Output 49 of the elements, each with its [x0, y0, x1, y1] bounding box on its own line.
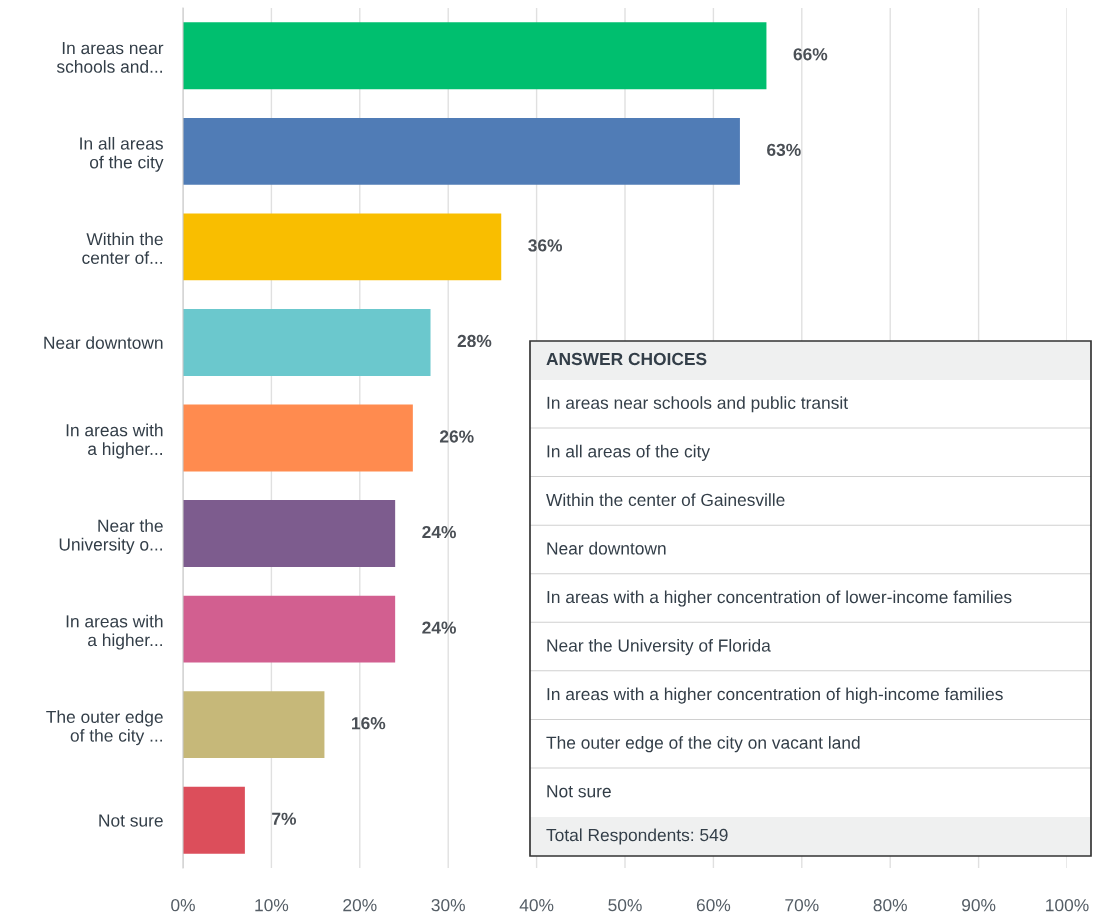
bar	[183, 309, 431, 376]
x-tick-label: 0%	[171, 899, 195, 912]
data-label: 7%	[272, 812, 297, 825]
x-tick-label: 60%	[696, 899, 731, 912]
data-label: 66%	[793, 48, 828, 61]
x-tick-label: 50%	[608, 899, 642, 912]
data-label: 63%	[767, 143, 801, 157]
x-tick-label: 100%	[1046, 899, 1089, 912]
bar	[183, 595, 396, 663]
x-tick-label: 20%	[343, 899, 377, 912]
y-tick-label: Within the center of...	[82, 232, 163, 264]
bar	[183, 22, 767, 90]
annotation: Within the center of Gainesville	[546, 493, 785, 507]
data-label: 36%	[528, 239, 563, 252]
data-label: 28%	[457, 334, 492, 348]
x-tick-label: 70%	[785, 899, 819, 912]
data-label: 24%	[422, 525, 456, 539]
y-tick-label: Near the University o...	[59, 519, 163, 555]
y-tick-label: In areas with a higher...	[66, 423, 163, 459]
annotation: Total Respondents: 549	[546, 828, 728, 845]
annotation: In areas near schools and public transit	[547, 396, 848, 413]
x-tick-label: 10%	[255, 899, 289, 912]
x-tick-label: 80%	[873, 899, 907, 912]
data-label: 26%	[439, 430, 474, 443]
data-label: 16%	[352, 717, 386, 730]
annotation: Near downtown	[547, 541, 666, 555]
bar	[183, 691, 325, 759]
annotation: In all areas of the city	[547, 444, 711, 461]
y-tick-label: In areas near schools and...	[56, 42, 164, 73]
annotation: Not sure	[547, 785, 611, 798]
annotation: ANSWER CHOICES	[546, 352, 707, 366]
bar	[183, 786, 245, 854]
bar	[183, 117, 740, 185]
data-label: 24%	[422, 621, 456, 634]
bar	[183, 213, 502, 281]
y-tick-label: Not sure	[99, 814, 163, 827]
y-tick-label: In all areas of the city	[80, 136, 164, 172]
y-tick-label: Near downtown	[44, 336, 163, 349]
bar	[183, 500, 396, 567]
annotation: The outer edge of the city on vacant land	[546, 736, 860, 753]
annotation: In areas with a higher concentration of lower-income families	[547, 590, 1012, 607]
annotation: In areas with a higher concentration of high-income families	[547, 687, 1003, 704]
x-tick-label: 40%	[519, 899, 554, 912]
y-tick-label: The outer edge of the city ...	[46, 710, 163, 746]
x-tick-label: 90%	[962, 899, 996, 912]
bar	[183, 404, 413, 472]
y-tick-label: In areas with a higher...	[66, 614, 163, 650]
annotation: Near the University of Florida	[547, 638, 771, 656]
x-tick-label: 30%	[431, 899, 465, 912]
